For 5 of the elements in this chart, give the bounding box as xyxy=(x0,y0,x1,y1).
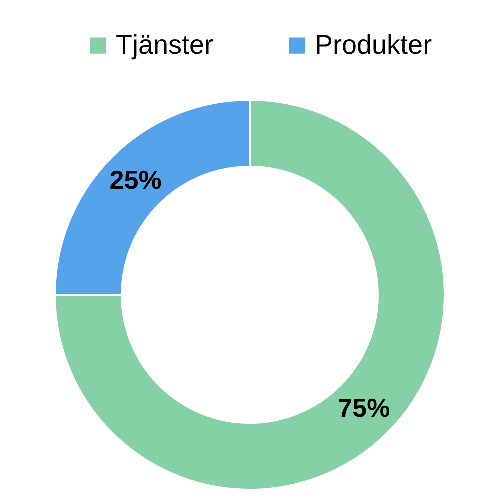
data-label: 25% xyxy=(110,164,162,195)
data-label: 75% xyxy=(338,393,390,424)
legend-label: Tjänster xyxy=(116,30,214,60)
legend-label: Produkter xyxy=(315,30,432,60)
donut-slice xyxy=(54,99,446,491)
